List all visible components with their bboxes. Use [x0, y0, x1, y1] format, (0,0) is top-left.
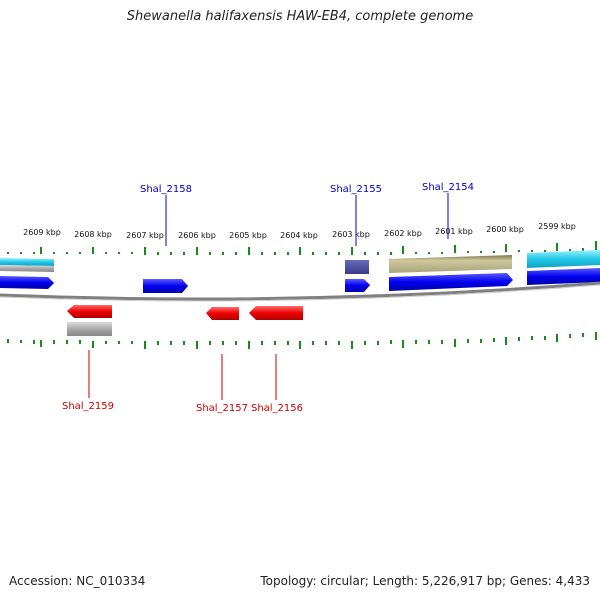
cds-shal-2157[interactable] — [206, 307, 239, 320]
forward-cds-track — [0, 268, 600, 293]
feature-grey-lower[interactable] — [67, 322, 112, 336]
ruler-label-2600: 2600 kbp — [486, 225, 524, 234]
genome-summary-text: Topology: circular; Length: 5,226,917 bp… — [260, 574, 590, 588]
feature-slate[interactable] — [345, 260, 369, 274]
gene-label-shal-2157[interactable]: Shal_2157 — [196, 403, 248, 414]
cds-shal-2155[interactable] — [345, 279, 370, 292]
lower-tick-row — [7, 332, 597, 349]
backbone-shadow — [0, 284, 600, 302]
gene-label-shal-2158[interactable]: Shal_2158 — [140, 184, 192, 195]
ruler-label-2604: 2604 kbp — [280, 231, 318, 240]
cds-shal-2158[interactable] — [143, 279, 188, 293]
ruler-label-2599: 2599 kbp — [538, 222, 576, 231]
cds-shal-2159[interactable] — [67, 305, 112, 318]
cds-forward-left[interactable] — [0, 276, 54, 289]
upper-tick-row — [7, 241, 597, 255]
genome-backbone — [0, 281, 600, 301]
ruler-label-2608: 2608 kbp — [74, 230, 112, 239]
gene-label-shal-2154[interactable]: Shal_2154 — [422, 182, 474, 193]
ruler-label-2603: 2603 kbp — [332, 230, 370, 239]
ruler-label-2602: 2602 kbp — [384, 229, 422, 238]
feature-khaki[interactable] — [389, 255, 512, 273]
reverse-cds-track — [67, 305, 303, 336]
gene-label-shal-2156[interactable]: Shal_2156 — [251, 403, 303, 414]
feature-cyan-left[interactable] — [0, 258, 54, 266]
ruler-label-2609: 2609 kbp — [23, 228, 61, 237]
gene-label-shal-2155[interactable]: Shal_2155 — [330, 184, 382, 195]
cds-forward-right[interactable] — [527, 268, 600, 285]
accession-text: Accession: NC_010334 — [9, 574, 146, 588]
ruler-label-2606: 2606 kbp — [178, 231, 216, 240]
ruler-label-2605: 2605 kbp — [229, 231, 267, 240]
ruler-label-2607: 2607 kbp — [126, 231, 164, 240]
genome-title: Shewanella halifaxensis HAW-EB4, complet… — [126, 9, 474, 24]
feature-grey-left[interactable] — [0, 265, 54, 272]
cds-shal-2154[interactable] — [389, 273, 513, 291]
ruler-label-2601: 2601 kbp — [435, 227, 473, 236]
feature-track-upper — [0, 250, 600, 274]
cds-shal-2156[interactable] — [249, 306, 303, 320]
gene-label-shal-2159[interactable]: Shal_2159 — [62, 401, 114, 412]
feature-cyan-right[interactable] — [527, 250, 600, 268]
